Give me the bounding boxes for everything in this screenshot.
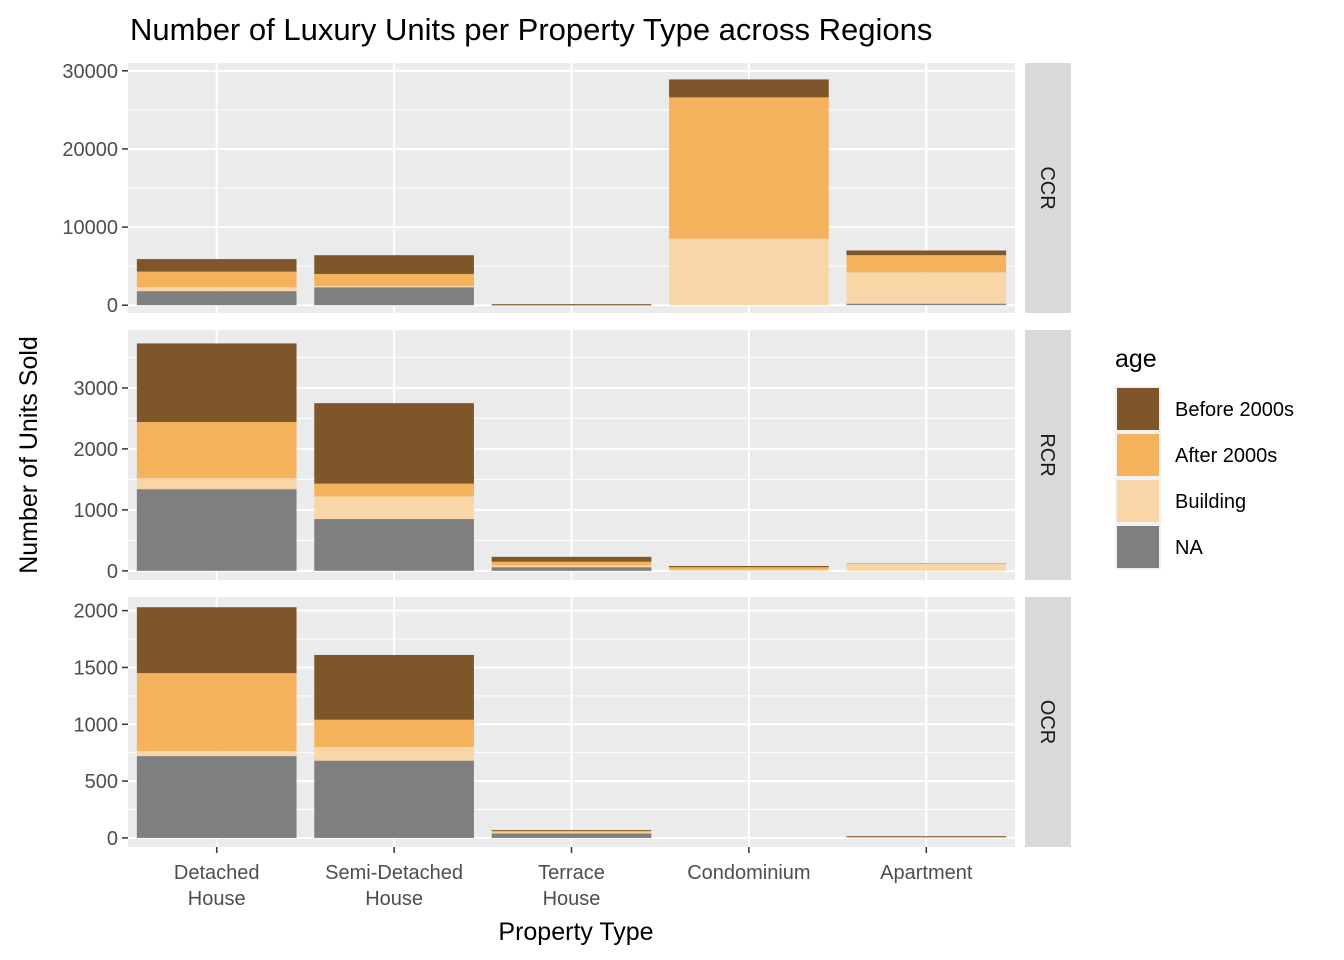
x-tick-label-terrace-house: Terrace House [538, 862, 605, 910]
bar-ccr-condominium-building [669, 238, 829, 306]
bar-rcr-semi-detached-house-before-2000s [314, 403, 474, 484]
bar-ccr-semi-detached-house-after-2000s [314, 273, 474, 287]
bar-rcr-semi-detached-house-building [314, 496, 474, 520]
legend-label-na: NA [1175, 537, 1203, 559]
y-axis-title: Number of Units Sold [15, 336, 43, 574]
bar-ocr-detached-house-after-2000s [136, 673, 297, 751]
y-tick-label: 2000 [74, 439, 119, 461]
x-tick-label-detached-house: Detached House [174, 862, 260, 910]
y-tick-label: 30000 [62, 61, 118, 83]
bar-rcr-apartment-building [846, 564, 1007, 571]
x-tick-label-apartment: Apartment [880, 862, 973, 884]
bar-ocr-detached-house-building [136, 750, 297, 757]
y-tick-label: 20000 [62, 139, 118, 161]
y-tick-label: 0 [107, 295, 118, 317]
bar-ccr-detached-house-building [136, 287, 297, 292]
panel-ocr: 0 500 1000 1500 2000 OCR [74, 597, 1071, 850]
bar-ccr-condominium-before-2000s [669, 79, 829, 98]
facet-strip [1025, 597, 1071, 847]
bar-ccr-detached-house-before-2000s [136, 259, 297, 272]
legend-label-building: Building [1175, 491, 1246, 513]
legend-title: age [1115, 345, 1157, 373]
bar-ocr-semi-detached-house-building [314, 747, 474, 761]
bar-ccr-terrace-house-na [491, 304, 652, 306]
bar-rcr-terrace-house-after-2000s [491, 561, 652, 566]
bar-rcr-semi-detached-house-after-2000s [314, 483, 474, 497]
x-tick-label-semi-detached-house: Semi-Detached House [325, 862, 463, 910]
bar-ccr-semi-detached-house-before-2000s [314, 255, 474, 274]
bar-ocr-apartment-after-2000s [846, 836, 1007, 838]
bar-ocr-detached-house-before-2000s [136, 607, 297, 674]
bar-rcr-terrace-house-before-2000s [491, 556, 652, 562]
bar-ccr-apartment-after-2000s [846, 255, 1007, 273]
bar-ccr-semi-detached-house-building [314, 286, 474, 288]
bar-ccr-detached-house-na [136, 291, 297, 306]
y-tick-label: 2000 [74, 601, 119, 623]
facet-label-ocr: OCR [1036, 700, 1058, 744]
bar-ocr-semi-detached-house-after-2000s [314, 719, 474, 747]
legend-swatch-before-2000s [1117, 388, 1159, 430]
y-tick-label: 1500 [74, 657, 119, 679]
chart-panels: 0 10000 20000 30000 CCR 0 1000 2000 3000 RCR 0 500 1… [62, 61, 1071, 850]
legend-label-after-2000s: After 2000s [1175, 445, 1277, 467]
bar-ccr-semi-detached-house-na [314, 287, 474, 306]
bar-ocr-apartment-before-2000s [846, 836, 1007, 838]
y-tick-label: 1000 [74, 500, 119, 522]
legend-label-before-2000s: Before 2000s [1175, 399, 1294, 421]
bar-ocr-apartment-building [846, 837, 1007, 839]
legend: age Before 2000s After 2000s Building NA [1115, 345, 1294, 570]
bar-rcr-terrace-house-na [491, 567, 652, 571]
legend-swatch-after-2000s [1117, 434, 1159, 476]
y-tick-label: 0 [107, 561, 118, 583]
bar-rcr-detached-house-before-2000s [136, 343, 297, 423]
bar-rcr-condominium-building [669, 569, 829, 571]
bar-rcr-semi-detached-house-na [314, 519, 474, 571]
bar-ocr-terrace-house-after-2000s [491, 830, 652, 833]
bar-rcr-detached-house-na [136, 489, 297, 571]
bar-ocr-semi-detached-house-na [314, 760, 474, 838]
bar-ocr-terrace-house-before-2000s [491, 829, 652, 831]
bar-rcr-detached-house-building [136, 478, 297, 490]
bar-ccr-apartment-na [846, 303, 1007, 306]
facet-strip [1025, 63, 1071, 313]
bar-ccr-apartment-building [846, 272, 1007, 304]
x-tick-label-condominium: Condominium [687, 862, 810, 884]
bar-ocr-terrace-house-building [491, 832, 652, 834]
facet-label-ccr: CCR [1036, 166, 1058, 209]
y-tick-label: 500 [85, 771, 118, 793]
bar-rcr-apartment-after-2000s [846, 562, 1007, 565]
bar-rcr-terrace-house-building [491, 565, 652, 568]
y-tick-label: 1000 [74, 714, 119, 736]
x-tick-labels: Detached House Semi-Detached House Terrace Ho… [174, 847, 973, 910]
bar-ccr-condominium-after-2000s [669, 97, 829, 239]
panel-rcr: 0 1000 2000 3000 RCR [74, 330, 1071, 583]
bar-ccr-detached-house-after-2000s [136, 271, 297, 288]
chart-title: Number of Luxury Units per Property Type… [130, 12, 932, 47]
bar-ccr-terrace-house-before-2000s [491, 304, 652, 305]
facet-label-rcr: RCR [1036, 433, 1058, 476]
bar-ocr-semi-detached-house-before-2000s [314, 654, 474, 720]
bar-rcr-condominium-after-2000s [669, 567, 829, 570]
x-axis-title: Property Type [498, 918, 653, 946]
y-tick-label: 3000 [74, 378, 119, 400]
legend-swatch-na [1117, 526, 1159, 568]
bar-ccr-apartment-before-2000s [846, 250, 1007, 256]
facet-strip [1025, 330, 1071, 580]
legend-swatch-building [1117, 480, 1159, 522]
panel-ccr: 0 10000 20000 30000 CCR [62, 61, 1071, 317]
y-tick-label: 0 [107, 828, 118, 850]
bar-ocr-detached-house-na [136, 756, 297, 838]
bar-rcr-detached-house-after-2000s [136, 422, 297, 479]
bar-ocr-terrace-house-na [491, 833, 652, 838]
y-tick-label: 10000 [62, 217, 118, 239]
bar-rcr-condominium-before-2000s [669, 565, 829, 568]
